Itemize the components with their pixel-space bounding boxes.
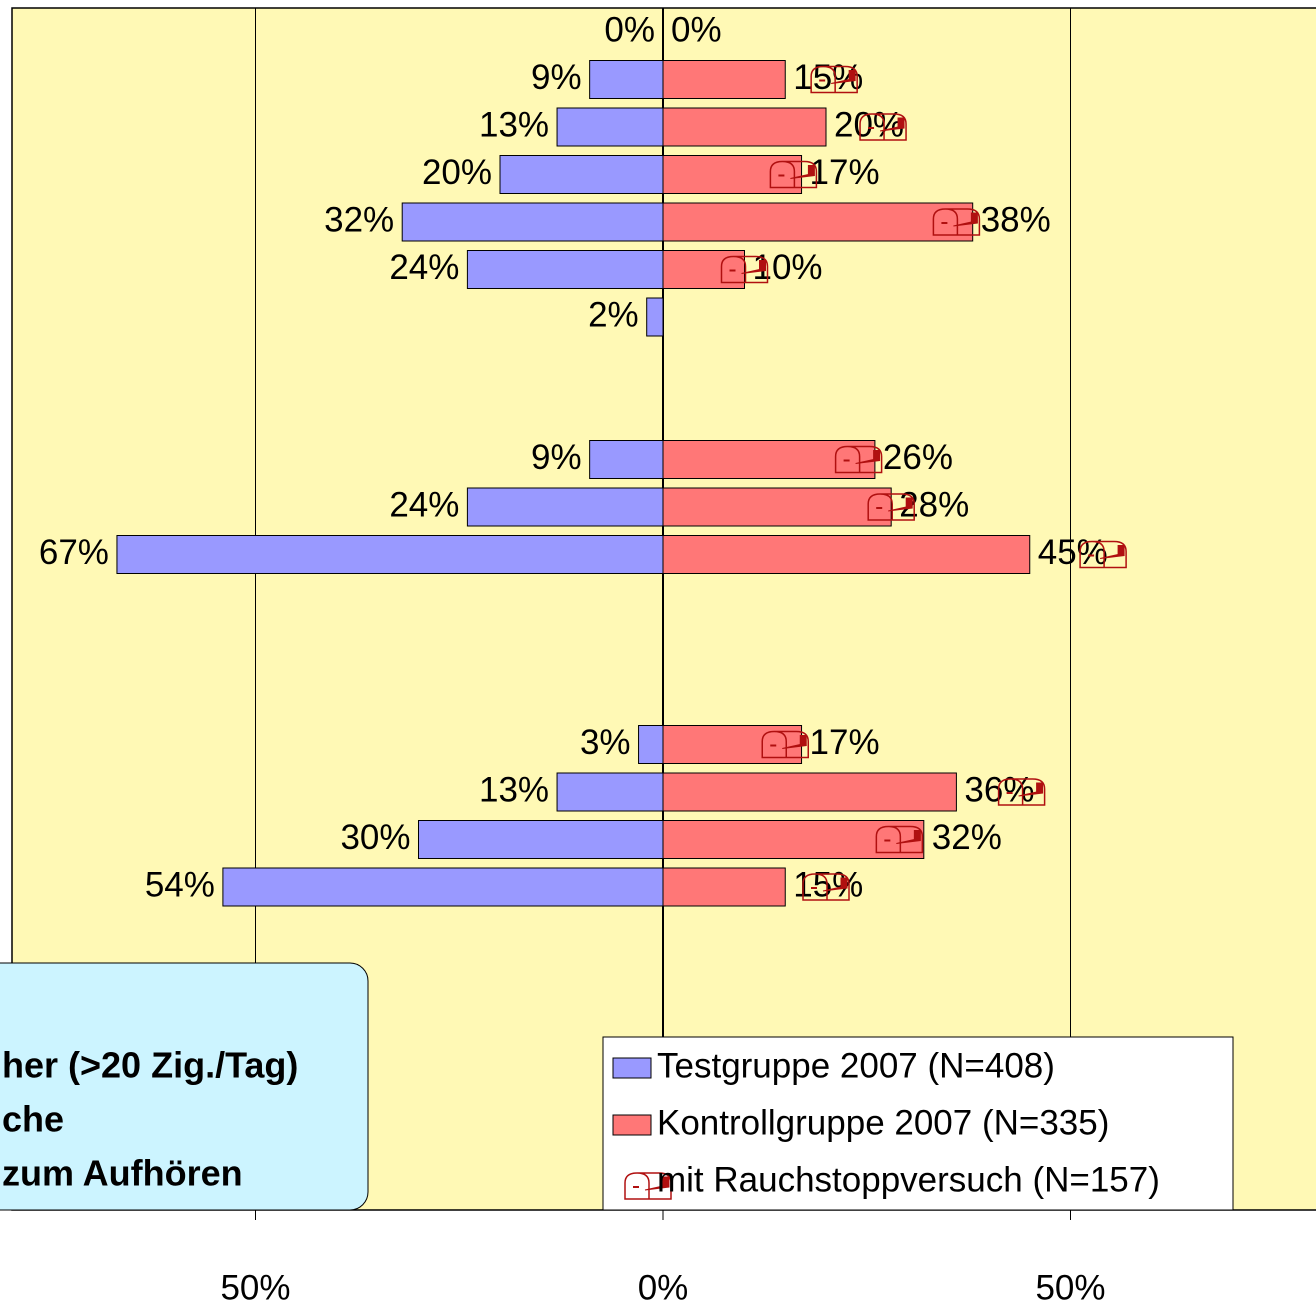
marker (997, 778, 1046, 806)
mailbox-flag (782, 735, 807, 749)
data-label: 36% (964, 770, 1034, 809)
data-label: 2% (588, 295, 639, 334)
bar (466, 250, 664, 289)
data-label: 13% (479, 105, 549, 144)
bar (222, 867, 664, 907)
data-label: 9% (531, 438, 582, 477)
mailbox-body (802, 873, 850, 901)
marker (1079, 540, 1127, 569)
bar (662, 867, 786, 907)
mailbox-flag (741, 260, 766, 274)
bar (589, 440, 664, 479)
mailbox-flag (896, 830, 921, 844)
bar (662, 772, 957, 812)
bar (662, 202, 974, 242)
bar (589, 60, 664, 99)
x-tick-label: 0% (638, 1268, 689, 1306)
mailbox-flag (644, 1176, 670, 1191)
bar (662, 535, 1031, 574)
data-label: 67% (39, 533, 109, 572)
data-label: 17% (810, 153, 880, 192)
bar (638, 725, 664, 764)
legend-box (602, 1036, 1234, 1211)
data-label: 17% (810, 723, 880, 762)
data-label: 3% (580, 723, 631, 762)
mailbox-body (867, 493, 915, 521)
bar (556, 772, 664, 812)
data-label: 24% (389, 248, 459, 287)
legend-swatch (612, 1114, 652, 1136)
data-label: 24% (389, 485, 459, 524)
marker (859, 113, 907, 141)
bar (646, 297, 664, 337)
marker (769, 160, 818, 189)
marker (875, 825, 924, 854)
text-box-line: zum Aufhören (2, 1153, 243, 1194)
mailbox-body (834, 445, 883, 474)
mailbox-flag (855, 450, 881, 464)
mailbox-body (720, 255, 769, 284)
marker (720, 255, 769, 284)
legend-marker (624, 1172, 672, 1200)
marker (834, 445, 883, 474)
chart-body: 50% 0% 50% 0% 9% 13% 20% 32% 24% 2% 9% 24% 67% 3% 13% 3… (0, 7, 1316, 1306)
text-box-line: che (2, 1099, 64, 1140)
marker (810, 65, 858, 94)
mailbox-body (1079, 540, 1127, 569)
data-label: 54% (145, 865, 215, 904)
data-label: 15% (793, 865, 863, 904)
mailbox-body (875, 825, 924, 854)
bar (662, 107, 827, 147)
data-label: 32% (932, 818, 1002, 857)
legend-label: Kontrollgruppe 2007 (N=335) (657, 1103, 1109, 1142)
mailbox-flag (888, 497, 913, 512)
bar (499, 155, 664, 194)
data-label: 0% (671, 10, 722, 49)
bar (662, 60, 786, 99)
x-tick-label: 50% (220, 1268, 290, 1306)
marker (761, 730, 809, 759)
data-label: 26% (883, 438, 953, 477)
bar (401, 202, 664, 242)
mailbox-flag (822, 877, 848, 892)
marker (802, 873, 850, 901)
data-label: 45% (1038, 533, 1108, 572)
legend-label: mit Rauchstoppversuch (N=157) (657, 1160, 1160, 1199)
mailbox-flag (1099, 545, 1125, 559)
data-label: 9% (531, 58, 582, 97)
legend-label: Testgruppe 2007 (N=408) (657, 1046, 1055, 1085)
bar (418, 820, 664, 859)
legend-swatch (612, 1057, 652, 1079)
text-box (0, 962, 369, 1211)
data-label: 32% (324, 200, 394, 239)
bar (466, 487, 664, 527)
bar (662, 487, 892, 527)
marker (867, 493, 915, 521)
mailbox-flag (831, 70, 856, 84)
mailbox-body (769, 160, 818, 189)
mailbox-body (997, 778, 1046, 806)
data-label: 30% (340, 818, 410, 857)
data-label: 13% (479, 770, 549, 809)
data-label: 38% (981, 200, 1051, 239)
mailbox-body (932, 208, 981, 236)
data-label: 20% (422, 153, 492, 192)
text-box-line: her (>20 Zig./Tag) (2, 1045, 298, 1086)
mailbox-flag (879, 117, 905, 132)
bar (116, 535, 664, 574)
mailbox-body (859, 113, 907, 141)
marker (932, 208, 981, 236)
mailbox-flag (790, 165, 815, 179)
mailbox-body (761, 730, 809, 759)
data-label: 0% (604, 10, 655, 49)
data-label: 20% (834, 105, 904, 144)
x-tick-label: 50% (1035, 1268, 1105, 1306)
mailbox-body (624, 1172, 672, 1200)
mailbox-body (810, 65, 858, 94)
mailbox-flag (1018, 782, 1044, 797)
mailbox-flag (953, 212, 978, 227)
bar (556, 107, 664, 147)
